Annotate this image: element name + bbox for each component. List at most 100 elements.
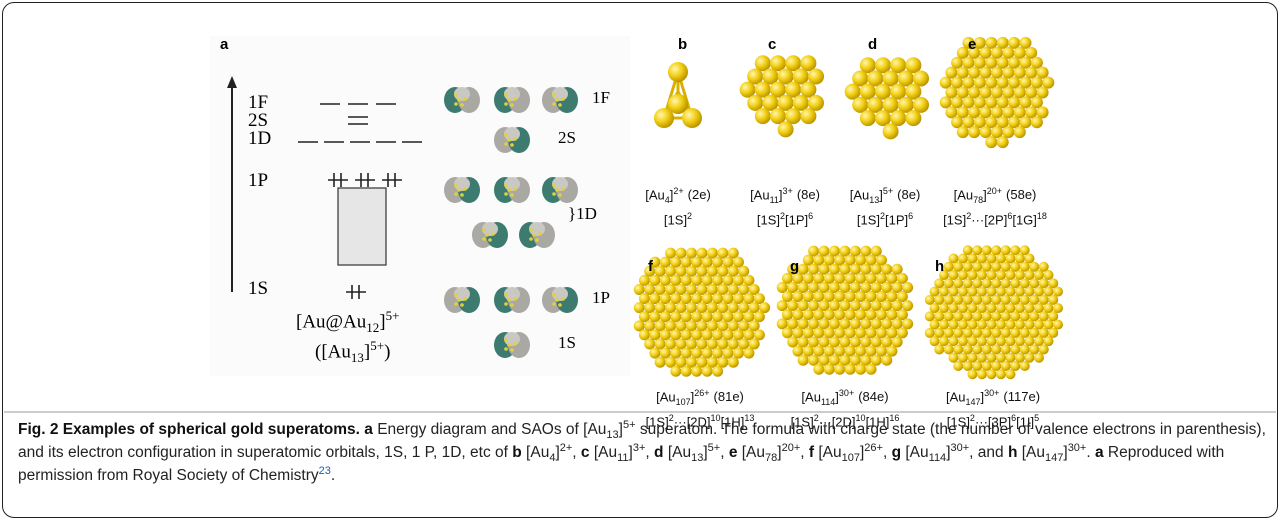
- formula-alt: ([Au13]5+): [315, 338, 390, 366]
- atom-dot: [538, 232, 542, 236]
- atom-dot: [507, 138, 511, 142]
- atom-dot: [513, 137, 517, 141]
- atom-dot: [457, 188, 461, 192]
- cluster-caption: [Au13]5+(8e)[1S]2[1P]6: [850, 183, 921, 228]
- gold-atom: [800, 108, 816, 124]
- electron-count: (8e): [897, 187, 920, 202]
- atom-dot: [513, 297, 517, 301]
- gold-atom: [953, 361, 963, 371]
- config-sup: 6: [908, 211, 913, 221]
- panel-label: b: [678, 36, 687, 53]
- gold-atom: [728, 357, 739, 368]
- caption-title: Fig. 2 Examples of spherical gold supera…: [18, 421, 360, 438]
- panel-label: c: [768, 36, 776, 53]
- gold-atom: [968, 126, 980, 138]
- atom-dot: [454, 183, 458, 187]
- caption-text: [Au: [1022, 444, 1045, 461]
- atom-dot: [504, 192, 508, 196]
- atom-dot: [504, 347, 508, 351]
- gold-atom: [866, 364, 877, 375]
- formula-sub: 147: [965, 397, 980, 407]
- atom-dot: [507, 188, 511, 192]
- formula-sup: 2+: [673, 186, 683, 196]
- caption-sub: 114: [929, 452, 947, 464]
- electron-config: [1S]2[1P]6: [750, 208, 820, 228]
- atom-dot: [561, 297, 565, 301]
- atom-dot: [510, 143, 514, 147]
- gold-atom: [654, 108, 674, 128]
- panel-label: h: [935, 258, 944, 275]
- gold-atom: [881, 355, 892, 366]
- formula-sub: 107: [676, 397, 691, 407]
- atom-dot: [504, 142, 508, 146]
- atom-dot: [552, 192, 556, 196]
- panel-label: e: [968, 36, 976, 53]
- formula-text: ([Au: [315, 341, 351, 362]
- cluster-caption: [Au4]2+(2e)[1S]2: [645, 183, 711, 228]
- gold-atom: [1014, 126, 1026, 138]
- caption-text: , and: [969, 444, 1003, 461]
- panel-ref: g: [892, 444, 901, 461]
- caption-text: Energy diagram and SAOs of [Au: [377, 421, 606, 438]
- orbital-blob: [542, 287, 578, 313]
- formula-text: ): [384, 341, 390, 362]
- orbital-label: 2S: [558, 128, 576, 148]
- caption-text: [Au: [742, 444, 765, 461]
- atom-dot: [485, 233, 489, 237]
- atom-dot: [558, 193, 562, 197]
- formula-sub: 11: [770, 195, 779, 205]
- atom-dot: [513, 97, 517, 101]
- reference-link[interactable]: 23: [319, 465, 331, 477]
- cluster-formula: [Au13]5+(8e): [850, 183, 921, 208]
- atom-dot: [529, 228, 533, 232]
- config-sup: 2: [687, 211, 692, 221]
- cluster-formula: [Au107]26+(81e): [646, 385, 755, 410]
- formula-sub: 114: [821, 397, 835, 407]
- gold-atom: [702, 366, 713, 377]
- caption-text: ,: [645, 444, 649, 461]
- caption-text: .: [1086, 444, 1090, 461]
- gold-atom: [670, 366, 681, 377]
- formula-text: [Au: [645, 187, 665, 202]
- caption-sub: 147: [1045, 452, 1063, 464]
- orbital-blob: [444, 287, 480, 313]
- atom-dot: [504, 133, 508, 137]
- electron-count: (58e): [1006, 187, 1036, 202]
- gold-atom: [860, 110, 876, 126]
- panel-ref: h: [1008, 444, 1017, 461]
- caption-text: [Au: [818, 444, 841, 461]
- orbital-blob: [494, 87, 530, 113]
- caption-sub: 78: [765, 452, 777, 464]
- atom-dot: [507, 343, 511, 347]
- gold-atom: [957, 126, 969, 138]
- atom-dot: [504, 293, 508, 297]
- atom-dot: [552, 302, 556, 306]
- electron-config: [1S]2···[2P]6[1G]18: [943, 208, 1047, 228]
- figure-caption: Fig. 2 Examples of spherical gold supera…: [18, 418, 1268, 487]
- formula: [Au@Au12]5+: [296, 308, 399, 336]
- atom-dot: [454, 93, 458, 97]
- panel-ref: a: [1095, 444, 1104, 461]
- electron-count: (8e): [797, 187, 820, 202]
- atom-dot: [454, 192, 458, 196]
- gold-atom: [987, 369, 997, 379]
- gold-atom: [755, 108, 771, 124]
- gold-atom: [834, 364, 845, 375]
- atom-dot: [463, 187, 467, 191]
- gold-atom: [997, 136, 1009, 148]
- atom-dot: [552, 293, 556, 297]
- orbital-label: 1P: [592, 288, 610, 308]
- electron-count: (84e): [858, 389, 888, 404]
- electron-count: (117e): [1003, 389, 1040, 404]
- formula-sub: 13: [351, 350, 364, 365]
- caption-sub: 13: [691, 452, 703, 464]
- gold-atom: [778, 121, 794, 137]
- atom-dot: [457, 98, 461, 102]
- atom-dot: [488, 238, 492, 242]
- caption-text: [Au: [668, 444, 691, 461]
- atom-dot: [561, 97, 565, 101]
- caption-sup: 5+: [708, 442, 721, 454]
- cluster-caption: [Au11]3+(8e)[1S]2[1P]6: [750, 183, 820, 228]
- atom-dot: [555, 298, 559, 302]
- atom-dot: [535, 238, 539, 242]
